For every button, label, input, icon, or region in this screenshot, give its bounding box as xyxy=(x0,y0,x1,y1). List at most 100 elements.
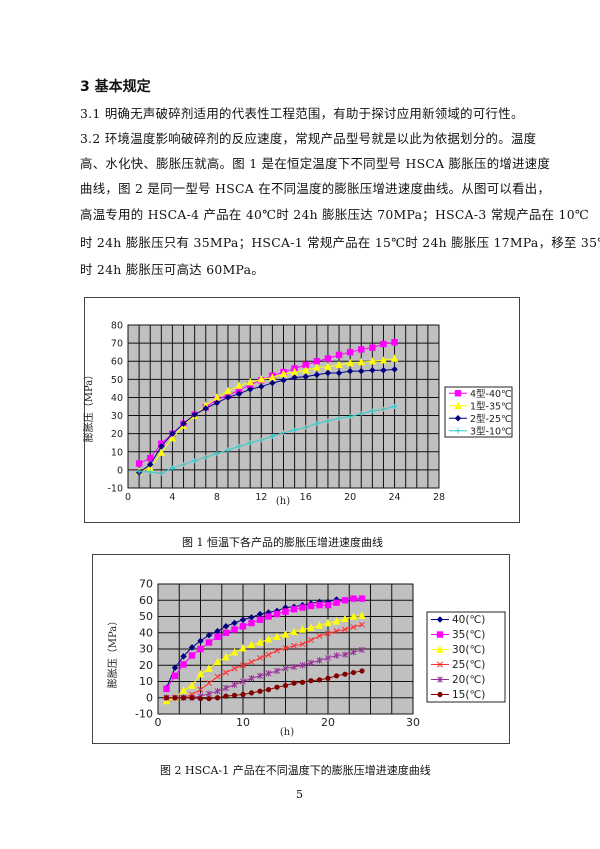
marker-square xyxy=(333,599,340,606)
marker-x xyxy=(282,645,289,652)
marker-circle xyxy=(257,688,263,694)
marker-diamond xyxy=(188,644,196,651)
y-tick-label: 50 xyxy=(111,375,123,386)
marker-diamond xyxy=(269,379,276,387)
marker-cross xyxy=(455,428,461,434)
marker-circle xyxy=(274,684,280,690)
marker-square xyxy=(205,639,213,646)
legend-label: 40(℃) xyxy=(452,614,485,626)
marker-square xyxy=(335,351,343,359)
marker-square xyxy=(436,631,444,638)
marker-x xyxy=(223,669,229,676)
paragraph-line: 时 24h 膨胀压可高达 60MPa。 xyxy=(80,262,265,277)
marker-cross xyxy=(247,440,253,446)
marker-diamond xyxy=(313,371,321,379)
marker-diamond xyxy=(380,367,387,374)
legend-box xyxy=(426,611,506,703)
marker-triangle xyxy=(454,401,462,409)
marker-x xyxy=(231,665,238,672)
marker-diamond xyxy=(358,367,365,375)
marker-triangle xyxy=(290,367,299,376)
marker-square xyxy=(239,623,247,630)
marker-triangle xyxy=(341,614,349,623)
marker-triangle xyxy=(179,686,188,694)
x-axis-label: (h) xyxy=(280,727,294,738)
x-tick-label: 12 xyxy=(255,492,267,503)
marker-circle xyxy=(189,695,195,701)
x-tick-label: 28 xyxy=(433,492,445,503)
marker-triangle xyxy=(281,630,290,638)
marker-diamond xyxy=(302,373,309,380)
marker-square xyxy=(350,595,357,602)
marker-diamond xyxy=(248,614,255,621)
figure-2-caption: 图 2 HSCA-1 产品在不同温度下的膨胀压增进速度曲线 xyxy=(160,764,431,777)
y-tick-label: 20 xyxy=(111,429,123,440)
marker-diamond xyxy=(222,623,230,630)
x-tick-label: 10 xyxy=(236,716,250,729)
marker-x xyxy=(248,659,255,665)
marker-square xyxy=(135,460,143,467)
marker-diamond xyxy=(213,399,221,407)
marker-diamond xyxy=(335,369,343,377)
marker-square xyxy=(256,616,264,623)
marker-triangle xyxy=(332,617,341,625)
marker-square xyxy=(358,595,366,602)
paragraph-line: 3.2 环境温度影响破碎剂的反应速度，常规产品型号就是以此为依据划分的。温度 xyxy=(80,131,537,146)
marker-square xyxy=(324,601,332,609)
marker-triangle xyxy=(307,623,315,632)
series-3型-10℃ xyxy=(136,403,398,477)
marker-star xyxy=(291,663,297,670)
marker-diamond xyxy=(158,443,165,450)
marker-square xyxy=(163,685,170,693)
marker-cross xyxy=(391,403,398,410)
marker-square xyxy=(290,605,298,613)
marker-triangle xyxy=(239,643,247,652)
marker-circle xyxy=(197,695,204,702)
marker-circle xyxy=(231,692,238,698)
x-axis-label: (h) xyxy=(276,496,290,507)
marker-diamond xyxy=(202,405,209,412)
marker-cross xyxy=(214,450,220,457)
marker-cross xyxy=(269,433,275,439)
y-tick-label: 70 xyxy=(111,339,123,350)
legend-label: 20(℃) xyxy=(452,674,485,686)
marker-triangle xyxy=(246,377,254,386)
marker-diamond xyxy=(346,367,354,375)
marker-square xyxy=(307,602,315,610)
marker-diamond xyxy=(147,461,154,468)
marker-circle xyxy=(308,678,314,684)
marker-diamond xyxy=(224,394,232,401)
y-tick-label: 50 xyxy=(139,610,153,623)
paragraph-line: 3.1 明确无声破碎剂适用的代表性工程范围，有助于探讨应用新领域的可行性。 xyxy=(80,106,524,121)
marker-diamond xyxy=(256,610,264,618)
marker-triangle xyxy=(205,664,213,672)
x-tick-label: 0 xyxy=(125,492,131,503)
marker-triangle xyxy=(264,635,273,643)
marker-x xyxy=(437,661,443,668)
marker-diamond xyxy=(191,411,198,418)
marker-cross xyxy=(203,454,209,460)
marker-square xyxy=(282,608,289,615)
marker-triangle xyxy=(313,363,321,371)
marker-cross xyxy=(147,469,153,475)
marker-circle xyxy=(359,668,365,674)
marker-x xyxy=(206,680,212,687)
marker-circle xyxy=(282,682,289,689)
marker-triangle xyxy=(290,627,298,636)
marker-circle xyxy=(291,680,297,686)
marker-triangle xyxy=(324,362,332,370)
y-tick-label: 30 xyxy=(111,411,123,422)
marker-cross xyxy=(347,413,353,420)
marker-diamond xyxy=(324,369,332,377)
legend-label: 30(℃) xyxy=(452,644,485,656)
marker-diamond xyxy=(231,619,238,627)
marker-circle xyxy=(163,695,170,701)
marker-star xyxy=(223,684,229,692)
x-tick-label: 4 xyxy=(169,492,175,503)
marker-x xyxy=(265,651,272,658)
y-tick-label: 70 xyxy=(139,578,153,591)
marker-triangle xyxy=(157,448,166,456)
